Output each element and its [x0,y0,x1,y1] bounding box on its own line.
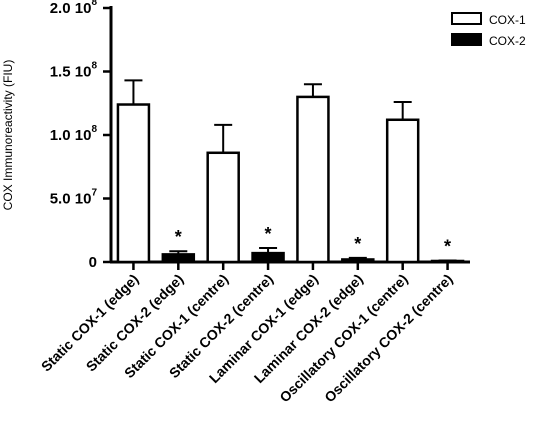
bar-cox1 [296,95,330,264]
significance-star: * [354,234,361,254]
legend-label: COX-1 [489,13,526,27]
legend-swatch-cox1 [451,12,482,25]
significance-star: * [444,236,451,256]
bar-cox2 [341,258,375,264]
y-axis-label: COX Immunoreactivity (FIU) [1,60,15,211]
legend: COX-1 COX-2 [451,12,526,48]
legend-swatch-cox2 [451,33,482,46]
significance-star: * [175,227,182,247]
y-tick-label: 1.0 108 [50,124,98,144]
significance-star: * [265,224,272,244]
bar-cox1 [206,151,240,264]
bars: * * * * [116,79,465,264]
bar-cox1 [116,103,151,264]
bar-cox1 [385,118,420,264]
bar-cox2 [251,251,285,264]
y-tick-label: 5.0 107 [50,188,98,208]
legend-label: COX-2 [489,34,526,48]
y-tick-label: 2.0 108 [50,0,98,17]
bar-cox2 [161,253,196,264]
y-tick-label: 1.5 108 [50,61,98,81]
y-tick-label: 0 [89,254,97,271]
